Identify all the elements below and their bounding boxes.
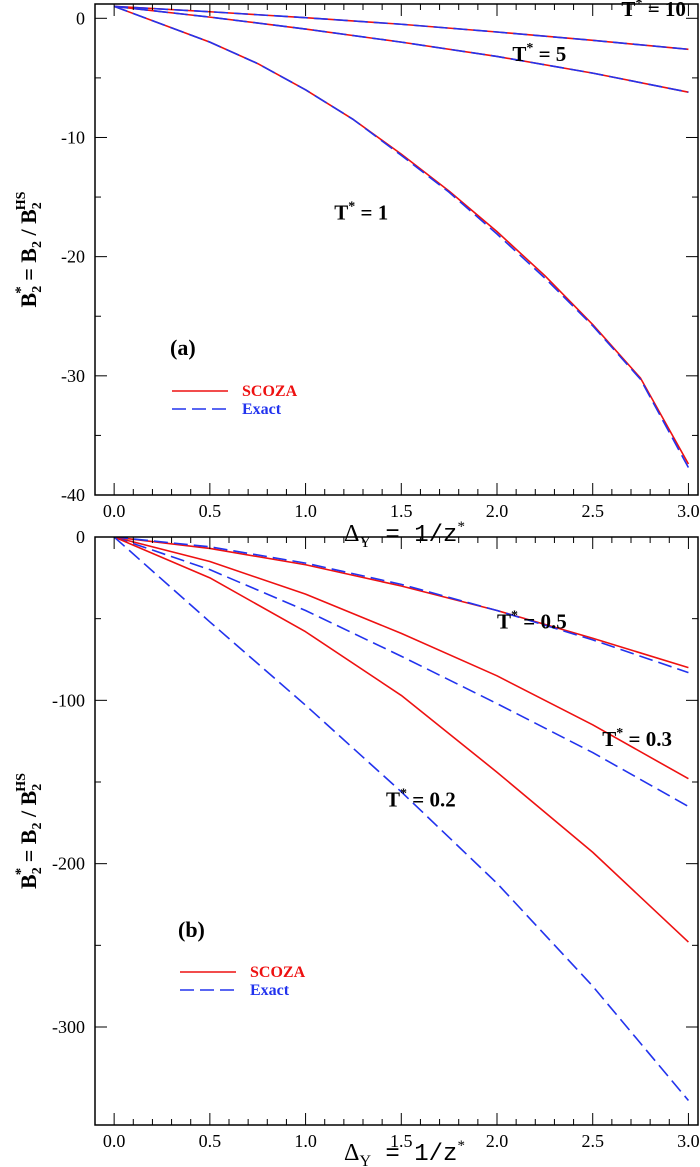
- series-line-scoza-2: [114, 5, 689, 93]
- x-tick-label: 1.5: [390, 1131, 413, 1151]
- x-tick-label: 1.0: [294, 501, 317, 521]
- legend-label-scoza: SCOZA: [242, 383, 298, 400]
- plot-area: [113, 537, 690, 1102]
- y-axis-title: B2* = B2 / B2HS: [13, 191, 45, 307]
- plot-area: [113, 5, 690, 468]
- x-axis-title: ΔY = 1/z*: [344, 1138, 465, 1167]
- y-tick-label: -100: [52, 690, 85, 710]
- x-tick-label: 0.0: [103, 1131, 126, 1151]
- legend-label-scoza: SCOZA: [250, 964, 306, 981]
- y-tick-label: -10: [61, 127, 85, 147]
- curve-label: T* = 5: [512, 41, 566, 66]
- x-tick-label: 0.0: [103, 501, 126, 521]
- x-tick-label: 2.5: [581, 501, 604, 521]
- x-tick-label: 3.0: [677, 1131, 700, 1151]
- series-line-exact-3: [113, 537, 689, 808]
- legend-label-exact: Exact: [250, 982, 290, 999]
- plot-frame: [94, 536, 699, 1126]
- y-tick-label: -200: [52, 854, 85, 874]
- x-tick-label: 2.0: [486, 501, 509, 521]
- x-tick-label: 0.5: [199, 501, 222, 521]
- x-tick-label: 1.5: [390, 501, 413, 521]
- curve-label: T* = 1: [334, 200, 388, 225]
- x-axis-title: ΔY = 1/z*: [344, 519, 465, 551]
- series-line-exact-3: [114, 5, 689, 93]
- x-tick-label: 1.0: [294, 1131, 317, 1151]
- legend-label-exact: Exact: [242, 401, 282, 418]
- x-tick-label: 2.5: [581, 1131, 604, 1151]
- series-line-scoza-0: [114, 537, 689, 669]
- series-line-scoza-4: [113, 537, 689, 943]
- series-line-exact-5: [113, 537, 690, 1102]
- panel-label: (b): [178, 917, 205, 942]
- y-tick-label: -300: [52, 1017, 85, 1037]
- y-axis-title: B2* = B2 / B2HS: [13, 773, 45, 889]
- y-tick-label: -40: [61, 485, 85, 505]
- curve-label: T* = 0.5: [497, 608, 567, 633]
- panel-a: 0.0 0.5 1.0 1.5 2.0 2.5 3.0 0 -10 -20 -30 -40 ΔY = 1…: [13, 0, 700, 551]
- y-tick-label: 0: [76, 527, 85, 547]
- x-tick-label: 0.5: [199, 1131, 222, 1151]
- series-line-exact-5: [113, 5, 690, 468]
- curve-label: T* = 0.3: [602, 726, 672, 751]
- series-line-scoza-2: [113, 537, 689, 780]
- plot-frame: [94, 3, 699, 496]
- y-tick-label: -20: [61, 247, 85, 267]
- panel-label: (a): [170, 335, 196, 360]
- series-line-exact-1: [114, 5, 689, 51]
- y-tick-label: -30: [61, 366, 85, 386]
- panel-b: 0.0 0.5 1.0 1.5 2.0 2.5 3.0 0 -100 -200 -300 ΔY = 1…: [13, 527, 700, 1167]
- y-tick-label: 0: [76, 8, 85, 28]
- x-tick-label: 2.0: [486, 1131, 509, 1151]
- series-line-exact-1: [114, 537, 689, 674]
- x-tick-label: 3.0: [677, 501, 700, 521]
- curve-label: T* = 0.2: [386, 787, 456, 812]
- curve-label: T* = 10: [621, 0, 685, 21]
